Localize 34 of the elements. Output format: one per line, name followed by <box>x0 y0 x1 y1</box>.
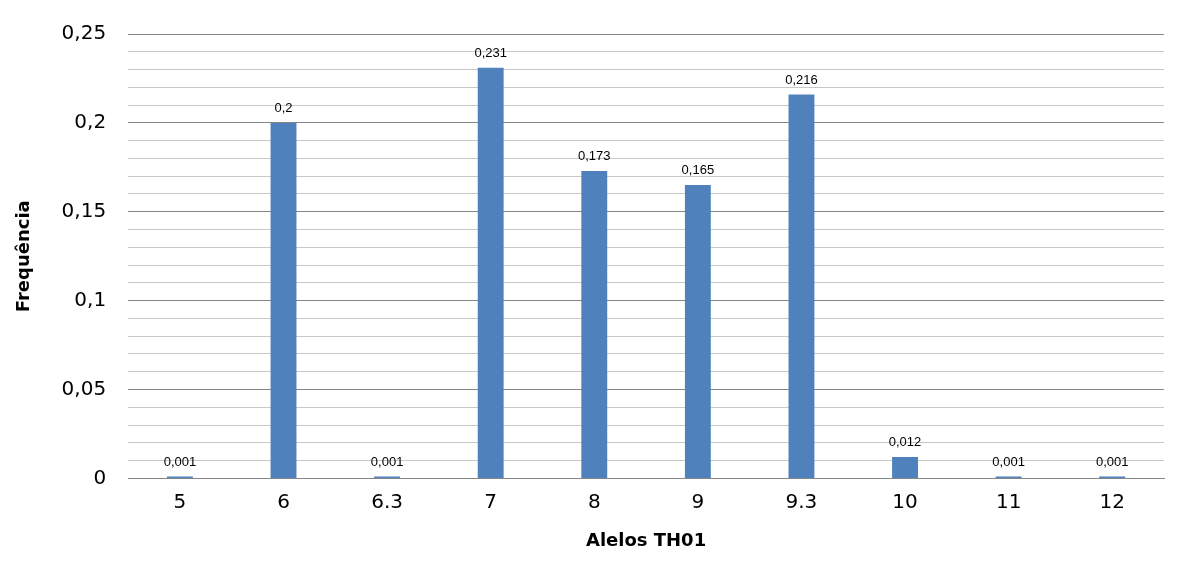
y-tick-label: 0 <box>93 464 107 489</box>
x-tick-label: 12 <box>1099 488 1125 513</box>
bar <box>270 122 297 478</box>
bar <box>892 457 918 478</box>
bar <box>684 185 711 478</box>
x-tick-label: 6 <box>277 488 290 513</box>
data-label: 0,231 <box>474 44 507 60</box>
x-tick-label: 10 <box>892 488 918 513</box>
data-label: 0,001 <box>163 453 197 469</box>
x-axis-title: Alelos TH01 <box>585 528 707 550</box>
data-label: 0,012 <box>888 434 922 450</box>
x-tick-label: 8 <box>587 488 601 513</box>
x-tick-label: 6.3 <box>371 488 403 513</box>
bar <box>581 170 608 478</box>
x-tick-label: 9.3 <box>785 488 818 513</box>
y-tick-label: 0,1 <box>74 286 107 311</box>
y-tick-label: 0,15 <box>61 197 107 222</box>
x-tick-label: 7 <box>484 488 498 513</box>
y-tick-label: 0,2 <box>74 109 107 134</box>
data-label: 0,2 <box>274 99 293 115</box>
y-tick-label: 0,05 <box>61 375 107 400</box>
y-axis-title: Frequência <box>12 200 34 313</box>
x-tick-label: 11 <box>995 488 1022 513</box>
x-tick-label: 5 <box>173 488 187 513</box>
y-tick-label: 0,25 <box>61 20 107 45</box>
data-label: 0,001 <box>370 453 404 469</box>
data-label: 0,173 <box>578 147 611 163</box>
bar <box>477 67 504 478</box>
bar <box>788 94 815 478</box>
x-tick-label: 9 <box>691 488 705 513</box>
data-label: 0,165 <box>681 162 715 178</box>
data-label: 0,001 <box>992 453 1025 469</box>
data-label: 0,001 <box>1095 453 1129 469</box>
data-label: 0,216 <box>785 71 818 87</box>
